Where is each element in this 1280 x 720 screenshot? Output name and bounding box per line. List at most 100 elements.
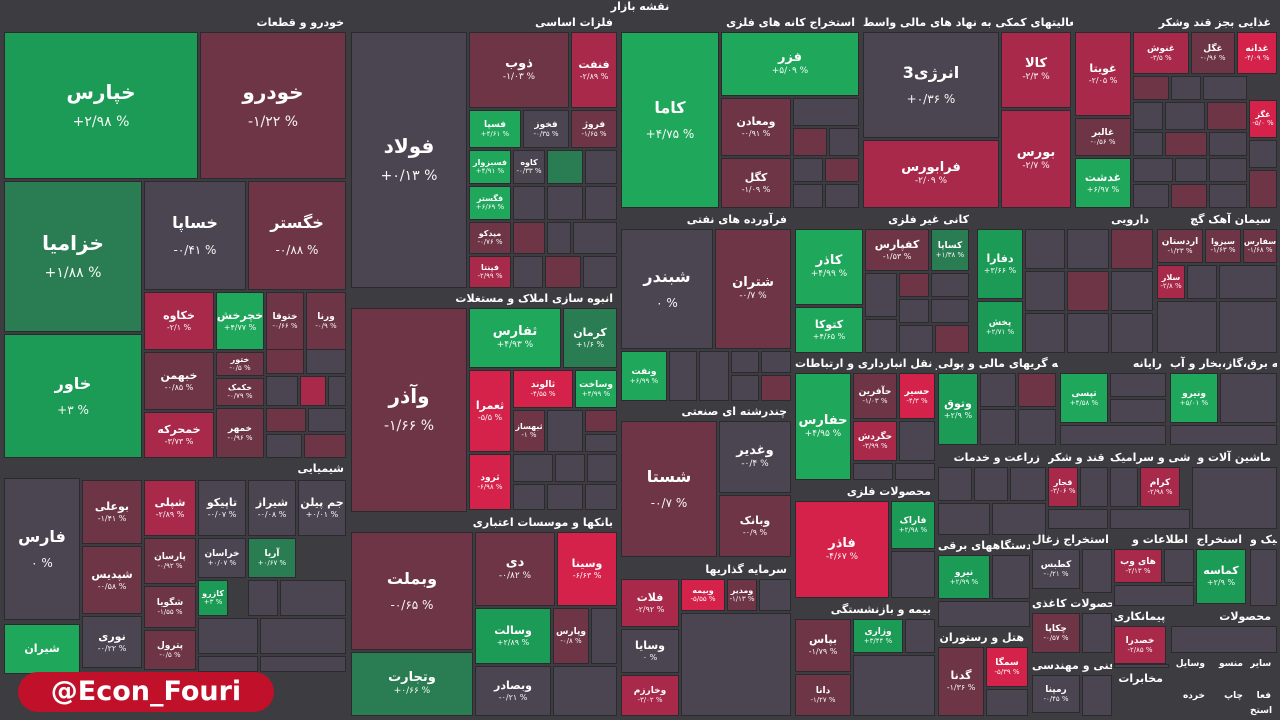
stock-tile[interactable]: ختور -۰/۵ % [216,352,264,376]
stock-tile[interactable]: شبندر ۰ % [621,229,713,349]
stock-tile[interactable]: بوعلی -۱/۴۱ % [82,480,142,544]
stock-tile[interactable]: غگز -۵/۰ % [1249,100,1277,138]
stock-tile[interactable]: خکاوه -۲/۱ % [144,292,214,350]
stock-tile[interactable]: سلار -۲/۸ % [1157,265,1185,299]
stock-tile[interactable]: فسبزوار +۴/۹۱ % [469,150,511,184]
stock-tile[interactable]: غنوش -۳/۵ % [1133,32,1189,74]
stock-tile[interactable]: خزامیا +۱/۸۸ % [4,181,142,332]
stock-tile[interactable]: فاذر -۴/۶۷ % [795,501,889,598]
stock-tile[interactable]: خصدرا -۲/۸۵ % [1114,626,1166,664]
stock-tile[interactable]: کفپارس -۱/۵۳ % [865,229,929,271]
stock-tile[interactable]: دفارا +۳/۶۶ % [977,229,1023,299]
stock-tile[interactable]: فنفت -۲/۸۹ % [571,32,617,108]
stock-tile[interactable]: خگستر -۰/۸۸ % [248,181,346,290]
stock-tile[interactable]: خچرخش +۴/۷۷ % [216,292,264,350]
stock-tile[interactable]: ونفت +۶/۹۹ % [621,351,667,401]
stock-tile[interactable]: قجار -۳/۰۶ % [1048,467,1078,507]
stock-tile[interactable]: حسیر -۴/۳ % [899,373,935,419]
stock-tile[interactable]: وغدیر -۰/۴ % [719,421,791,493]
stock-tile[interactable]: های وب -۲/۱۳ % [1114,549,1162,583]
stock-tile[interactable]: سمگا -۵/۳۹ % [986,647,1028,687]
stock-tile[interactable]: ونیرو +۵/۰۱ % [1170,373,1218,423]
stock-tile[interactable]: حفارس +۴/۹۵ % [795,373,851,480]
stock-tile[interactable]: وبیمه -۵/۵۵ % [681,579,725,611]
stock-tile[interactable]: پارسان -۰/۹۲ % [144,538,196,584]
stock-tile[interactable]: تپسی +۴/۵۸ % [1060,373,1108,423]
stock-tile[interactable]: بورس -۲/۷ % [1001,110,1071,208]
stock-tile[interactable]: غدشت +۶/۹۷ % [1075,158,1131,208]
stock-tile[interactable]: فارس ۰ % [4,478,80,620]
stock-tile[interactable]: کالا -۲/۳ % [1001,32,1071,108]
stock-tile[interactable]: کاوه -۰/۳۳ % [513,150,545,184]
stock-tile[interactable]: ومعادن -۰/۹۱ % [721,98,791,156]
stock-tile[interactable]: وسینا -۶/۶۳ % [557,532,617,606]
stock-tile[interactable]: کرمان +۱/۶ % [563,308,617,368]
stock-tile[interactable]: شیران [4,624,80,674]
stock-tile[interactable]: حآفرین -۱/۰۳ % [853,373,897,419]
stock-tile[interactable]: شگویا -۱/۵۵ % [144,586,196,628]
stock-tile[interactable]: فخوز -۰/۳۵ % [523,110,569,148]
stock-tile[interactable]: ورنا -۰/۹ % [306,292,346,350]
stock-tile[interactable]: حگردش -۳/۹۹ % [853,421,897,461]
stock-tile[interactable]: تاپیکو -۰/۰۷ % [198,480,246,536]
stock-tile[interactable]: شتران -۰/۷ % [715,229,791,349]
stock-tile[interactable]: کرام -۲/۹۸ % [1140,467,1180,507]
stock-tile[interactable]: دی -۰/۸۲ % [475,532,555,606]
stock-tile[interactable]: ثرود -۶/۹۸ % [469,454,511,510]
stock-tile[interactable]: جم پیلن +۰/۰۱ % [298,480,346,536]
stock-tile[interactable]: میدکو -۰/۷۶ % [469,222,511,254]
stock-tile[interactable]: دانا -۱/۲۷ % [795,674,851,716]
stock-tile[interactable]: ومدیر -۱/۱۳ % [727,579,757,611]
stock-tile[interactable]: خبهمن -۰/۸۵ % [144,352,214,410]
stock-tile[interactable]: ذوب -۱/۰۳ % [469,32,569,108]
stock-tile[interactable]: وتوق +۲/۹ % [938,373,978,445]
stock-tile[interactable]: وزاری +۳/۴۴ % [853,619,903,653]
stock-tile[interactable]: سیزوا -۱/۶۳ % [1205,229,1241,263]
stock-tile[interactable]: رمپنا -۰/۴۵ % [1032,675,1080,713]
stock-tile[interactable]: وسایا ۰ % [621,629,679,673]
stock-tile[interactable]: فگستر +۶/۶۹ % [469,186,511,220]
stock-tile[interactable]: خراسان +۰/۰۷ % [198,538,246,578]
stock-tile[interactable]: کاذر +۴/۹۹ % [795,229,863,305]
stock-tile[interactable]: غالبر -۰/۵۶ % [1075,118,1131,156]
stock-tile[interactable]: نیرو +۲/۹۹ % [938,555,990,599]
stock-tile[interactable]: آریا +۰/۶۷ % [248,538,296,578]
stock-tile[interactable]: فروژ -۱/۶۵ % [571,110,617,148]
stock-tile[interactable]: وسالت +۲/۸۹ % [475,608,551,664]
stock-tile[interactable]: وپارس -۰/۸ % [553,608,589,664]
stock-tile[interactable]: پترول -۰/۵ % [144,630,196,670]
stock-tile[interactable]: پخش +۲/۷۱ % [977,301,1023,353]
stock-tile[interactable]: غگل -۰/۹۶ % [1191,32,1235,74]
stock-tile[interactable]: ثبهساز -۱ % [513,410,545,452]
stock-tile[interactable]: ثعمرا -۵/۵ % [469,370,511,452]
stock-tile[interactable]: ثالوند -۴/۵۵ % [513,370,573,408]
stock-tile[interactable]: وآذر -۱/۶۶ % [351,308,467,512]
stock-tile[interactable]: شپلی -۲/۸۹ % [144,480,196,536]
stock-tile[interactable]: خمحرکه -۳/۷۳ % [144,412,214,458]
stock-tile[interactable]: وتجارت +۰/۶۶ % [351,652,473,716]
stock-tile[interactable]: غویتا -۲/۰۵ % [1075,32,1131,116]
stock-tile[interactable]: بپاس -۱/۷۹ % [795,619,851,672]
stock-tile[interactable]: چکاپا -۰/۵۷ % [1032,613,1080,653]
stock-tile[interactable]: شپدیس -۰/۵۸ % [82,546,142,614]
stock-tile[interactable]: ثفارس +۴/۹۳ % [469,308,561,368]
stock-tile[interactable]: خاور +۳ % [4,334,142,458]
stock-tile[interactable]: اردستان -۱/۲۳ % [1157,229,1203,263]
stock-tile[interactable]: شیراز -۰/۰۸ % [248,480,296,536]
stock-tile[interactable]: ختوقا -۰/۶۶ % [266,292,304,350]
stock-tile[interactable]: وبملت -۰/۶۵ % [351,532,473,650]
stock-tile[interactable]: خساپا -۰/۴۱ % [144,181,246,290]
stock-tile[interactable]: خودرو -۱/۲۲ % [200,32,346,179]
stock-tile[interactable]: کتوکا +۴/۶۵ % [795,307,863,353]
stock-tile[interactable]: انرژی3 +۰/۳۶ % [863,32,999,138]
stock-tile[interactable]: فسپا +۴/۶۱ % [469,110,521,148]
stock-tile[interactable]: خکمک -۰/۷۹ % [216,378,264,406]
stock-tile[interactable]: سفارس -۱/۶۸ % [1243,229,1277,263]
stock-tile[interactable]: شستا -۰/۷ % [621,421,717,557]
stock-tile[interactable]: کگل -۱/۰۹ % [721,158,791,208]
stock-tile[interactable]: فزر +۵/۰۹ % [721,32,859,96]
stock-tile[interactable]: وبصادر -۰/۲۱ % [475,666,551,716]
stock-tile[interactable]: فرابورس -۲/۰۹ % [863,140,999,208]
stock-tile[interactable]: کاما +۴/۷۵ % [621,32,719,208]
stock-tile[interactable]: فپنتا -۲/۹۹ % [469,256,511,288]
